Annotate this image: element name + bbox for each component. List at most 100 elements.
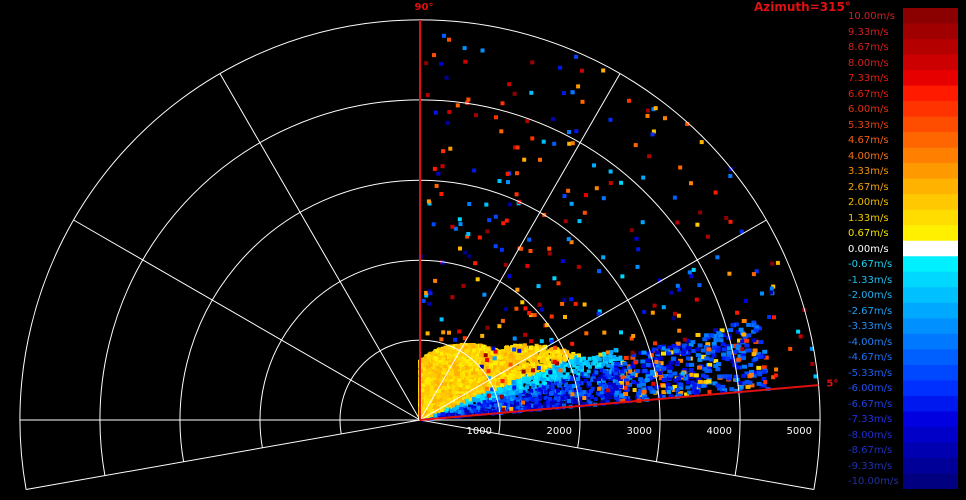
velocity-cell [543,389,548,394]
velocity-cell [528,391,533,395]
velocity-cell [481,372,486,377]
velocity-cell [482,393,487,398]
velocity-cell [545,367,550,372]
velocity-cell [458,387,463,392]
velocity-cell [547,381,551,385]
velocity-cell [601,362,606,367]
velocity-cell [589,394,594,399]
velocity-cell [425,384,430,389]
velocity-cell [539,359,544,363]
velocity-cell [441,390,446,394]
velocity-cell [597,363,601,368]
velocity-cell [476,394,481,399]
velocity-cell [603,357,608,362]
velocity-cell [520,373,525,377]
velocity-cell [537,355,542,360]
velocity-cell [479,402,484,407]
velocity-cell [514,359,519,364]
velocity-cell [568,390,573,395]
velocity-cell [521,390,526,395]
velocity-cell [477,383,482,388]
velocity-cell [487,384,491,389]
velocity-cell [469,404,473,409]
velocity-cell [523,349,528,353]
velocity-cell [496,406,501,411]
velocity-cell [605,371,610,376]
velocity-cell [602,351,607,356]
velocity-cell [481,344,486,349]
velocity-cell [507,357,512,362]
velocity-cell [423,379,428,384]
velocity-cell [476,360,481,364]
velocity-cell [611,361,615,366]
velocity-cell [518,351,523,355]
velocity-cell [516,405,521,409]
velocity-cell [587,356,592,361]
velocity-cell [447,379,452,384]
velocity-cell [492,366,497,371]
velocity-cell [460,409,465,414]
velocity-cell [575,357,580,362]
velocity-cell [481,361,486,366]
velocity-cell [620,373,625,378]
velocity-cell [520,376,524,381]
velocity-cell [477,401,482,406]
velocity-cell [603,390,608,395]
velocity-cell [468,362,472,367]
velocity-cell [455,344,460,349]
velocity-cell [577,367,582,372]
velocity-cell [547,360,552,365]
velocity-cell [513,370,518,375]
velocity-cell [451,374,456,379]
velocity-cell [483,368,488,373]
velocity-cell [477,391,482,396]
velocity-cell [493,409,497,414]
velocity-cell [552,356,557,360]
velocity-cell [572,398,577,403]
velocity-cell [569,355,574,360]
velocity-cell [422,395,427,400]
velocity-cell [486,391,491,396]
velocity-cell [423,403,428,407]
velocity-cell [453,353,458,358]
velocity-cell [553,375,558,380]
velocity-cell [597,380,601,385]
velocity-cell [560,400,565,405]
velocity-cell [525,368,530,373]
velocity-cell [472,408,477,413]
velocity-cell [452,407,457,412]
velocity-cell [520,346,525,351]
velocity-cell [491,374,495,379]
velocity-cell [587,393,592,397]
velocity-cell [531,393,536,398]
velocity-cell [579,381,584,386]
velocity-cell [534,397,539,402]
velocity-cell [467,343,472,348]
velocity-cell [439,408,444,412]
velocity-cell [518,385,523,390]
velocity-cell [612,379,617,383]
velocity-cell [572,363,577,368]
velocity-cell [566,392,571,397]
velocity-cell [595,355,600,360]
velocity-cell [588,401,593,406]
velocity-cell [461,379,466,384]
velocity-cell [580,368,584,373]
velocity-cell [567,399,572,403]
velocity-cell [473,362,478,367]
velocity-cell [554,352,559,357]
velocity-cell [503,389,508,394]
velocity-cell [517,402,522,407]
velocity-cell [575,361,580,365]
velocity-cell [512,375,517,380]
velocity-cell [484,366,489,370]
velocity-cell [443,378,448,382]
velocity-cell [501,399,506,404]
velocity-cell [495,368,500,373]
velocity-cell [485,398,490,403]
velocity-cell [558,355,563,360]
velocity-cell [547,396,552,401]
velocity-cell [586,369,591,374]
velocity-cell [553,396,558,401]
velocity-cell [554,365,559,370]
